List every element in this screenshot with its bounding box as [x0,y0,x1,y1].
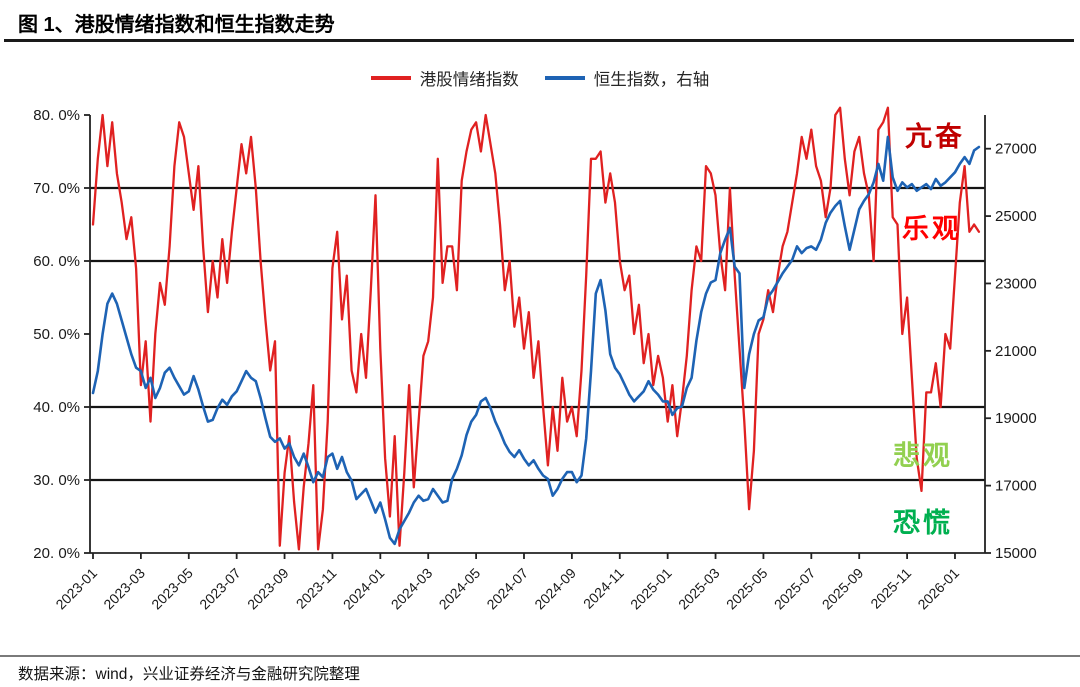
x-axis-tick-label: 2025-07 [771,565,819,613]
x-axis-tick-label: 2025-05 [723,565,771,613]
annotation-pessimistic: 悲观 [893,441,953,471]
data-source: 数据来源：wind，兴业证券经济与金融研究院整理 [18,666,360,683]
legend: 港股情绪指数 恒生指数，右轴 [0,66,1080,90]
x-axis-tick-label: 2023-05 [148,565,196,613]
x-axis-tick-label: 2023-07 [196,565,244,613]
x-axis-tick-label: 2024-03 [388,565,436,613]
right-axis-tick-label: 19000 [995,410,1037,427]
right-axis-tick-label: 23000 [995,275,1037,292]
legend-item-sentiment: 港股情绪指数 [370,66,519,90]
x-axis-tick-label: 2024-01 [340,565,388,613]
title-rule [4,39,1074,42]
sentiment-index-line [91,106,981,551]
right-axis-tick-label: 15000 [995,545,1037,562]
right-axis-tick-label: 25000 [995,208,1037,225]
x-axis-tick-label: 2025-09 [819,565,867,613]
x-axis-tick-label: 2024-09 [531,565,579,613]
x-axis-tick-label: 2025-11 [867,565,914,612]
figure-title: 图 1、港股情绪指数和恒生指数走势 [18,14,335,36]
sentiment-line-swatch [370,76,411,80]
right-axis-tick-label: 27000 [995,141,1037,158]
hang-seng-index-line [91,135,981,546]
left-axis-tick-label: 20. 0% [33,545,80,562]
x-axis-tick-label: 2023-01 [52,565,100,613]
left-axis-tick-label: 50. 0% [33,326,80,343]
x-axis-tick-label: 2024-11 [580,565,627,612]
x-axis-tick-label: 2023-03 [100,565,148,613]
annotation-optimistic: 乐观 [902,214,962,244]
hsi-line-swatch [544,76,585,80]
source-rule [0,655,1080,657]
annotation-panic: 恐慌 [893,508,953,538]
x-axis-tick-label: 2026-01 [914,565,962,613]
x-axis-tick-label: 2025-01 [627,565,675,613]
left-axis-tick-label: 80. 0% [33,107,80,124]
legend-item-hsi: 恒生指数，右轴 [544,66,710,90]
annotation-euphoric: 亢奋 [905,122,965,152]
left-axis-tick-label: 60. 0% [33,253,80,270]
left-axis-tick-label: 70. 0% [33,180,80,197]
x-axis-tick-label: 2023-11 [293,565,340,612]
legend-label-sentiment: 港股情绪指数 [419,71,519,89]
x-axis-tick-label: 2024-05 [436,565,484,613]
x-axis-tick-label: 2023-09 [244,565,292,613]
left-axis-tick-label: 40. 0% [33,399,80,416]
right-axis-tick-label: 21000 [995,343,1037,360]
legend-label-hsi: 恒生指数，右轴 [593,71,710,89]
right-axis-tick-label: 17000 [995,478,1037,495]
x-axis-tick-label: 2024-07 [483,565,531,613]
left-axis-tick-label: 30. 0% [33,472,80,489]
x-axis-tick-label: 2025-03 [675,565,723,613]
